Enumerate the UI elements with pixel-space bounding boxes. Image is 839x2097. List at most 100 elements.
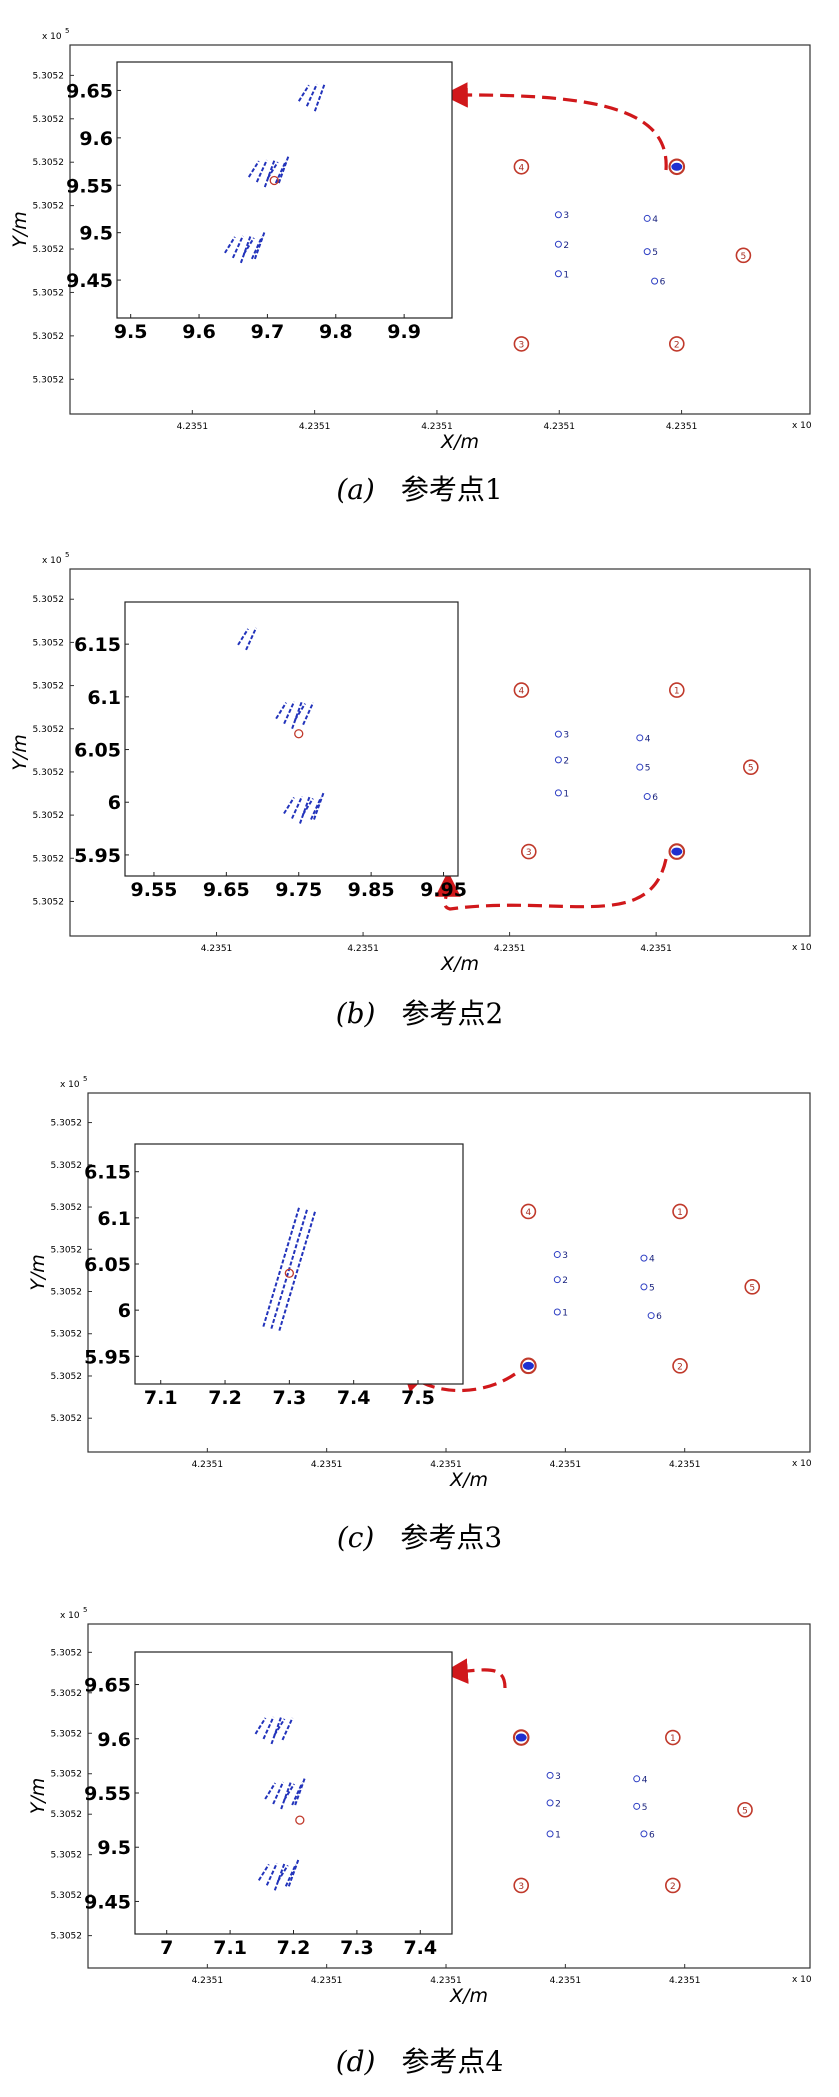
main-plot-frame <box>87 1623 811 1969</box>
node-marker <box>647 1312 655 1320</box>
trajectory-streak <box>243 237 255 255</box>
y-tick-label: 5.3052 <box>51 1414 83 1424</box>
y-axis-label: Y/m <box>27 1778 49 1815</box>
y-multiplier-exponent: 5 <box>65 551 69 559</box>
trajectory-streak <box>305 83 318 107</box>
x-tick-label: 4.2351 <box>192 1976 224 1986</box>
trajectory-streak <box>313 82 326 112</box>
node-label: 3 <box>555 1772 561 1782</box>
y-axis-label: Y/m <box>27 1254 49 1291</box>
inset-x-tick-label: 9.85 <box>348 879 395 901</box>
inset-x-tick-label: 7.4 <box>403 1937 437 1959</box>
node-label: 2 <box>563 756 569 766</box>
caption-letter-b: (b) <box>335 997 376 1030</box>
inset-y-tick-label: 6.1 <box>87 687 121 709</box>
inset-y-tick-label: 6.15 <box>74 634 121 656</box>
caption-text-d: 参考点4 <box>401 2045 504 2078</box>
inset-x-tick-label: 9.55 <box>131 879 178 901</box>
x-tick-label: 4.2351 <box>494 944 526 954</box>
anchor-label: 5 <box>742 1806 748 1816</box>
anchor-marker <box>668 336 685 352</box>
trajectory-streak <box>280 1780 293 1810</box>
chart-c: 5.3052 5.3052 5.3052 5.3052 5.3052 5.3052 5.30… <box>27 1075 812 1491</box>
reference-ring <box>520 1357 537 1375</box>
inset-y-tick-label: 9.65 <box>84 1675 131 1697</box>
trajectory-streak <box>270 1715 283 1745</box>
trajectory-streak <box>283 701 296 725</box>
y-axis-label: Y/m <box>9 734 31 771</box>
reference-point <box>671 847 683 856</box>
y-multiplier: x 10 <box>42 32 62 42</box>
node-label: 6 <box>652 793 658 803</box>
trajectory-streak <box>287 1858 300 1887</box>
node-label: 1 <box>563 270 569 280</box>
inset-y-tick-label: 9.65 <box>66 80 113 102</box>
node-marker <box>553 1276 561 1284</box>
caption-letter-d: (d) <box>335 2045 376 2078</box>
inset-x-tick-label: 7.2 <box>277 1937 311 1959</box>
caption-letter-c: (c) <box>336 1521 375 1554</box>
inset-x-tick-label: 9.95 <box>420 879 467 901</box>
node-marker <box>651 277 659 285</box>
node-label: 3 <box>563 731 569 741</box>
inset-y-tick-label: 5.95 <box>84 1346 131 1368</box>
y-multiplier: x 10 <box>42 556 62 566</box>
node-marker <box>554 211 562 219</box>
x-tick-label: 4.2351 <box>669 1460 701 1470</box>
y-tick-label: 5.3052 <box>33 725 65 735</box>
anchor-marker <box>668 682 685 698</box>
node-marker <box>643 214 651 222</box>
caption-c: (c) 参考点3 <box>0 1516 839 1556</box>
x-axis-label: X/m <box>449 1469 488 1491</box>
node-marker <box>554 240 562 248</box>
y-axis-label: Y/m <box>9 211 31 248</box>
y-multiplier-exponent: 5 <box>83 1606 87 1614</box>
node-label: 6 <box>660 278 666 288</box>
node-marker <box>640 1830 648 1838</box>
node-marker <box>546 1799 554 1807</box>
node-marker <box>554 730 562 738</box>
anchor-label: 5 <box>749 1283 755 1293</box>
inset-x-tick-label: 7.4 <box>337 1387 371 1409</box>
trajectory-streak <box>274 160 287 184</box>
anchor-marker <box>742 759 759 775</box>
node-label: 4 <box>649 1255 655 1265</box>
node-label: 2 <box>562 1276 568 1286</box>
node-label: 4 <box>645 734 651 744</box>
trajectory-streak <box>284 1863 297 1887</box>
x-tick-label: 4.2351 <box>430 1460 462 1470</box>
node-marker <box>554 789 562 797</box>
trajectory-streak <box>297 84 310 102</box>
node-marker <box>633 1775 641 1783</box>
reference-point <box>515 1733 527 1742</box>
inset-x-tick-label: 7.1 <box>144 1387 178 1409</box>
trajectory-streak <box>291 796 303 819</box>
y-tick-label: 5.3052 <box>51 1203 83 1213</box>
node-label: 6 <box>656 1312 662 1322</box>
y-tick-label: 5.3052 <box>51 1810 83 1820</box>
inset-y-tick-label: 9.55 <box>66 175 113 197</box>
node-marker <box>636 734 644 742</box>
trajectory-streak <box>273 1862 286 1891</box>
x-axis-label: X/m <box>440 431 479 453</box>
inset-x-tick-label: 9.8 <box>319 321 353 343</box>
anchor-label: 5 <box>741 252 747 262</box>
y-tick-label: 5.3052 <box>33 811 65 821</box>
node-marker <box>640 1283 648 1291</box>
trajectory-streak <box>237 628 249 646</box>
trajectory-streak <box>302 797 314 816</box>
y-tick-label: 5.3052 <box>33 288 65 298</box>
trajectory-streak <box>272 1781 285 1805</box>
trajectory-streak <box>265 1862 278 1886</box>
caption-text-c: 参考点3 <box>400 1521 503 1554</box>
x-tick-label: 4.2351 <box>640 944 672 954</box>
node-label: 5 <box>642 1803 648 1813</box>
y-tick-label: 5.3052 <box>33 245 65 255</box>
y-tick-label: 5.3052 <box>51 1245 83 1255</box>
trajectory-streak <box>255 159 268 183</box>
inset-x-tick-label: 7.3 <box>340 1937 374 1959</box>
inset-reference-marker <box>295 1815 305 1825</box>
inset-y-tick-label: 9.55 <box>84 1783 131 1805</box>
anchor-marker <box>744 1279 761 1295</box>
inset-y-tick-label: 6.1 <box>97 1208 131 1230</box>
